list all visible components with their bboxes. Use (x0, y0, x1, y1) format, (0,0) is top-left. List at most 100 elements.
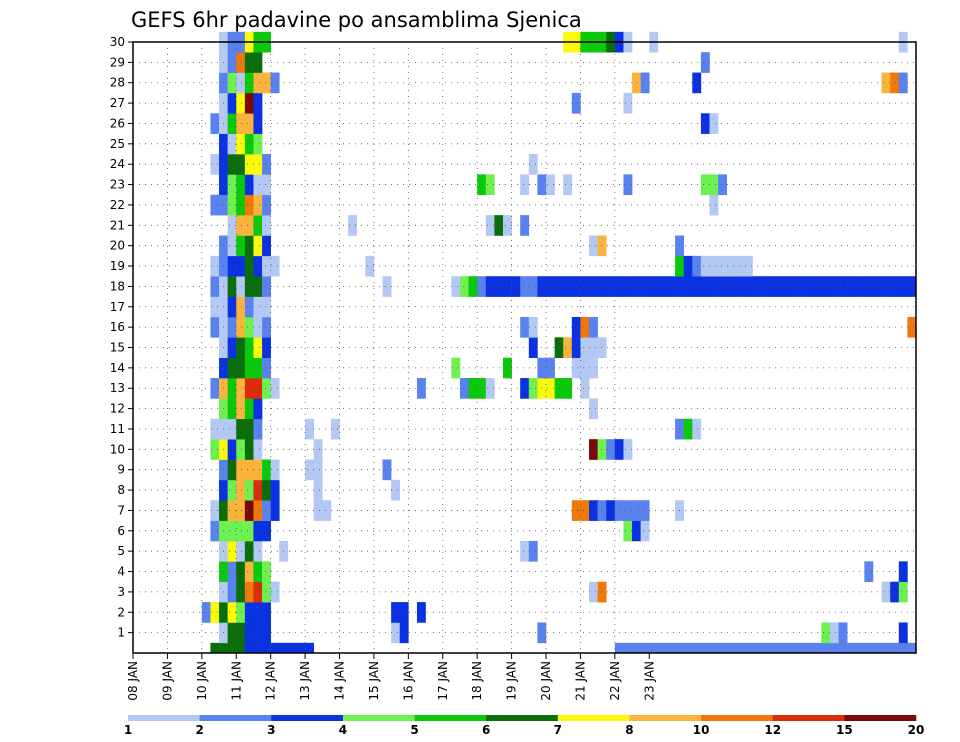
precip-cell (907, 642, 917, 654)
precip-cell (244, 622, 254, 644)
precip-cell (864, 276, 874, 297)
precip-cell (546, 276, 555, 297)
precip-cell (313, 459, 323, 481)
precip-cell (236, 113, 246, 134)
precip-cell (236, 276, 246, 297)
legend-color-swatch (701, 715, 774, 721)
precip-cell (589, 316, 598, 338)
precip-cell (795, 642, 805, 654)
y-tick-label: 29 (110, 55, 125, 69)
precip-cell (580, 357, 590, 379)
legend-color-swatch (199, 715, 272, 721)
precip-cell (227, 174, 237, 196)
y-tick-label: 12 (110, 402, 125, 416)
precip-cell (253, 561, 263, 583)
precip-cell (838, 622, 848, 644)
y-tick-label: 8 (117, 483, 125, 497)
precip-cell (262, 296, 271, 318)
precip-cell (580, 500, 590, 521)
y-tick-label: 26 (110, 116, 125, 130)
precip-cell (244, 378, 254, 399)
precip-cell (606, 500, 616, 521)
precip-cell (210, 418, 220, 440)
precip-cell (210, 520, 220, 542)
precip-cell (718, 255, 727, 277)
precip-cell (262, 337, 271, 358)
precip-cell (459, 378, 469, 399)
precip-cell (881, 72, 891, 94)
precip-cell (227, 92, 237, 114)
precip-cell (348, 215, 358, 236)
precip-cell (227, 602, 237, 623)
precip-cell (253, 357, 263, 379)
x-tick-label: 23 JAN (642, 661, 656, 701)
precip-cell (253, 174, 263, 196)
precip-cell (244, 540, 254, 562)
precip-cell (683, 255, 693, 277)
precip-cell (305, 642, 314, 654)
precip-cell (210, 378, 220, 399)
precip-cell (227, 154, 237, 175)
precip-cell (244, 500, 254, 521)
precip-cell (227, 500, 237, 521)
precip-cell (244, 561, 254, 583)
precip-cell (821, 622, 831, 644)
precip-cell (270, 479, 280, 501)
precip-cell (244, 602, 254, 623)
legend-color-swatch (557, 715, 630, 721)
precip-cell (597, 337, 607, 358)
precip-cell (528, 337, 538, 358)
precip-cell (502, 215, 512, 236)
precip-cell (210, 113, 220, 134)
precip-cell (838, 642, 848, 654)
precip-cell (227, 194, 237, 216)
precip-cell (227, 113, 237, 134)
precip-cell (253, 255, 263, 277)
precip-cell (210, 154, 220, 175)
legend-color-swatch (486, 715, 559, 721)
precip-cell (236, 337, 246, 358)
precip-cell (253, 602, 263, 623)
precip-cell (571, 337, 581, 358)
legend-threshold-label: 10 (693, 723, 710, 737)
precip-cell (649, 642, 659, 654)
precip-cell (262, 174, 271, 196)
precip-cell (244, 459, 254, 481)
precip-cell (287, 642, 297, 654)
precip-cell (270, 642, 280, 654)
precip-cell (786, 276, 796, 297)
precip-cell (571, 276, 581, 297)
precip-cell (907, 276, 917, 297)
precip-cell (244, 154, 254, 175)
precip-cell (632, 520, 641, 542)
precip-cell (864, 642, 874, 654)
precip-cell (262, 316, 271, 338)
precip-cell (236, 255, 246, 277)
precip-cell (236, 92, 246, 114)
legend-color-swatch (629, 715, 702, 721)
precip-cell (872, 642, 882, 654)
precip-cell (520, 174, 530, 196)
precip-cell (244, 92, 254, 114)
precip-cell (227, 235, 237, 257)
legend-color-swatch (128, 715, 200, 721)
precip-cell (829, 622, 839, 644)
precip-cell (244, 113, 254, 134)
precip-cell (675, 642, 684, 654)
x-tick-label: 13 JAN (298, 661, 312, 701)
x-tick-label: 12 JAN (264, 661, 278, 701)
precip-cell (227, 642, 237, 654)
precip-cell (571, 500, 581, 521)
precip-cell (752, 276, 762, 297)
precip-cell (571, 92, 581, 114)
x-tick-label: 09 JAN (160, 661, 174, 701)
precip-cell (236, 174, 246, 196)
precip-cell (709, 113, 719, 134)
precip-cell (236, 194, 246, 216)
precip-cell (726, 642, 736, 654)
precip-cell (270, 500, 280, 521)
precip-cell (623, 439, 633, 460)
y-tick-label: 22 (110, 198, 125, 212)
legend-threshold-label: 2 (195, 723, 203, 737)
precip-cell (468, 276, 478, 297)
